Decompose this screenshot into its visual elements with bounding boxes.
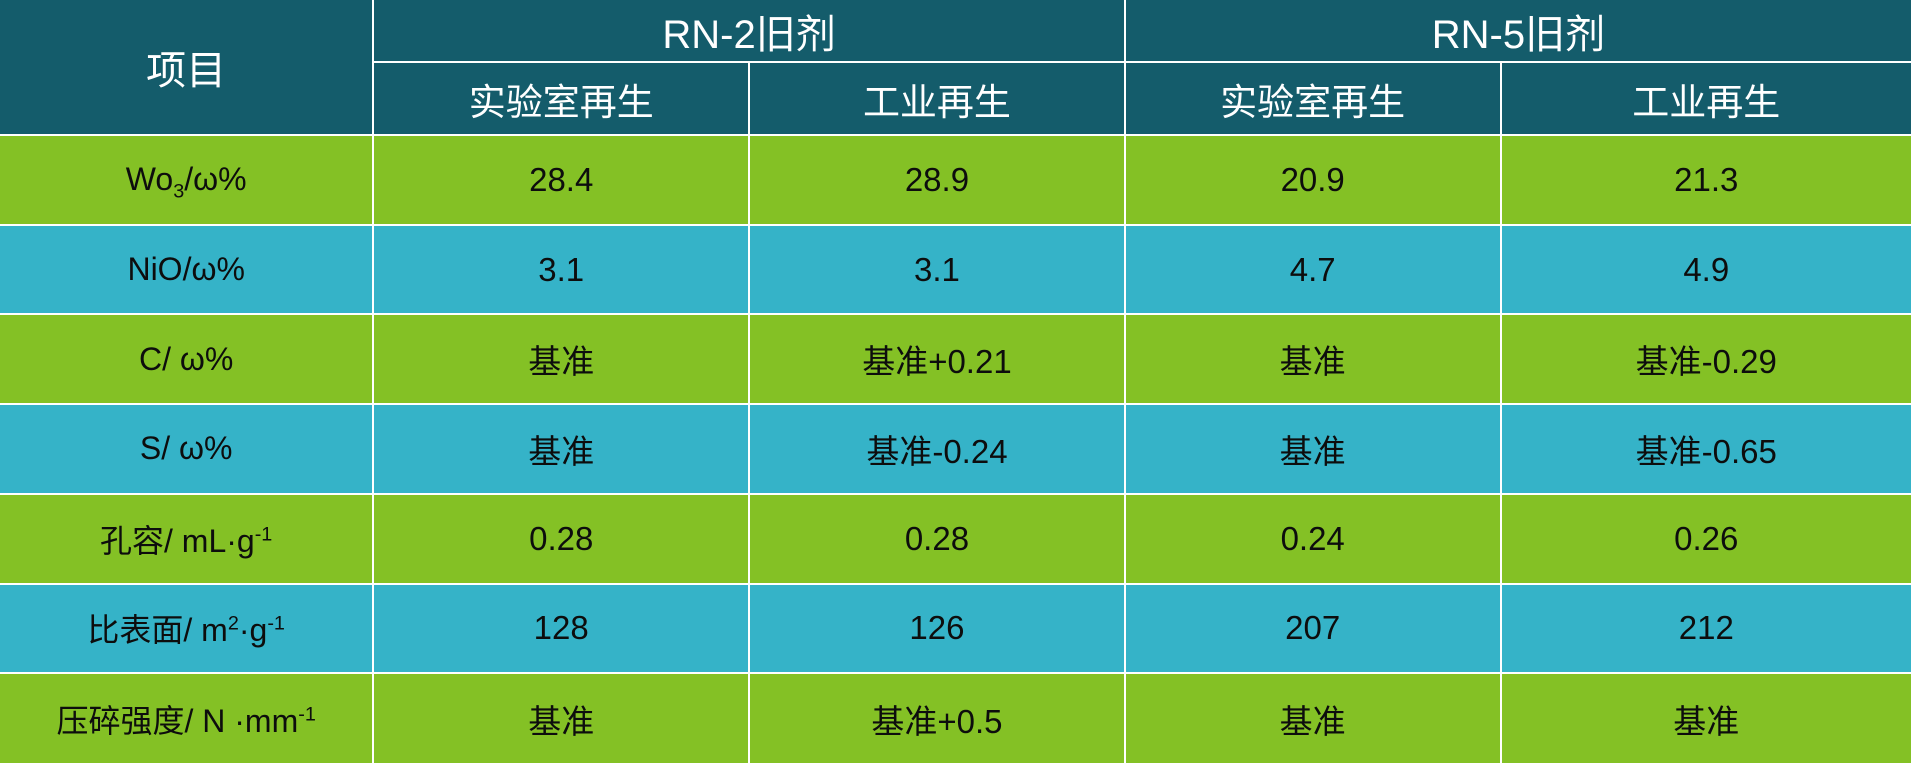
table-cell: 28.9 (748, 134, 1126, 226)
table-cell: 3.1 (372, 223, 751, 316)
header-row-groups: 项目 RN-2旧剂 RN-5旧剂 (0, 0, 1911, 136)
table-cell: 3.1 (748, 223, 1126, 316)
column-header-rn2-lab: 实验室再生 (373, 61, 751, 136)
table-row: 孔容/ mL·g-1 0.28 0.28 0.24 0.26 (0, 492, 1911, 585)
table-cell: 0.28 (748, 492, 1126, 585)
table-cell: 207 (1123, 582, 1502, 675)
table-row: NiO/ω% 3.1 3.1 4.7 4.9 (0, 223, 1911, 316)
table-cell: 基准 (372, 672, 751, 763)
row-label: Wo3/ω% (0, 134, 375, 226)
table-cell: 4.7 (1123, 223, 1502, 316)
column-header-rn5-lab: 实验室再生 (1123, 61, 1502, 136)
table-cell: 212 (1499, 582, 1911, 675)
row-label: NiO/ω% (0, 223, 375, 316)
table-row: C/ ω% 基准 基准+0.21 基准 基准-0.29 (0, 313, 1911, 406)
table-cell: 基准 (1499, 672, 1911, 763)
table-cell: 基准 (1123, 403, 1502, 495)
row-label: S/ ω% (0, 403, 375, 495)
table-cell: 0.28 (372, 492, 751, 585)
table-cell: 基准 (1123, 672, 1502, 763)
table-cell: 21.3 (1499, 134, 1911, 226)
table-body: Wo3/ω% 28.4 28.9 20.9 21.3 NiO/ω% 3.1 3.1 4.7 4.9… (0, 134, 1911, 763)
group-header-rn2: RN-2旧剂 (372, 0, 1126, 63)
header-row-subcolumns: 实验室再生 工业再生 实验室再生 工业再生 (0, 61, 1911, 136)
table-cell: 4.9 (1499, 223, 1911, 316)
row-label: 比表面/ m2·g-1 (0, 582, 375, 675)
column-header-item: 项目 (0, 0, 375, 136)
column-header-rn5-industrial: 工业再生 (1499, 61, 1911, 136)
row-label: 孔容/ mL·g-1 (0, 492, 375, 585)
table-cell: 基准+0.21 (748, 313, 1126, 406)
table-cell: 基准 (372, 403, 751, 495)
table-cell: 基准-0.65 (1499, 403, 1911, 495)
column-header-rn2-industrial: 工业再生 (748, 61, 1126, 136)
table-cell: 基准 (1123, 313, 1502, 406)
table-cell: 126 (748, 582, 1126, 675)
row-label: 压碎强度/ N ·mm-1 (0, 672, 375, 763)
table-row: 比表面/ m2·g-1 128 126 207 212 (0, 582, 1911, 675)
table-header: 项目 RN-2旧剂 RN-5旧剂 实验室再生 工业再生 实验室再生 工业再生 (0, 0, 1911, 136)
table-row: S/ ω% 基准 基准-0.24 基准 基准-0.65 (0, 403, 1911, 495)
table-cell: 基准 (372, 313, 751, 406)
table-row: Wo3/ω% 28.4 28.9 20.9 21.3 (0, 134, 1911, 226)
table-row: 压碎强度/ N ·mm-1 基准 基准+0.5 基准 基准 (0, 672, 1911, 763)
table-cell: 0.24 (1123, 492, 1502, 585)
group-header-rn5: RN-5旧剂 (1123, 0, 1911, 63)
table-cell: 128 (372, 582, 751, 675)
table-cell: 基准-0.24 (748, 403, 1126, 495)
table-cell: 基准+0.5 (748, 672, 1126, 763)
table-cell: 基准-0.29 (1499, 313, 1911, 406)
table-cell: 28.4 (372, 134, 751, 226)
row-label: C/ ω% (0, 313, 375, 406)
table-cell: 0.26 (1499, 492, 1911, 585)
table-cell: 20.9 (1123, 134, 1502, 226)
